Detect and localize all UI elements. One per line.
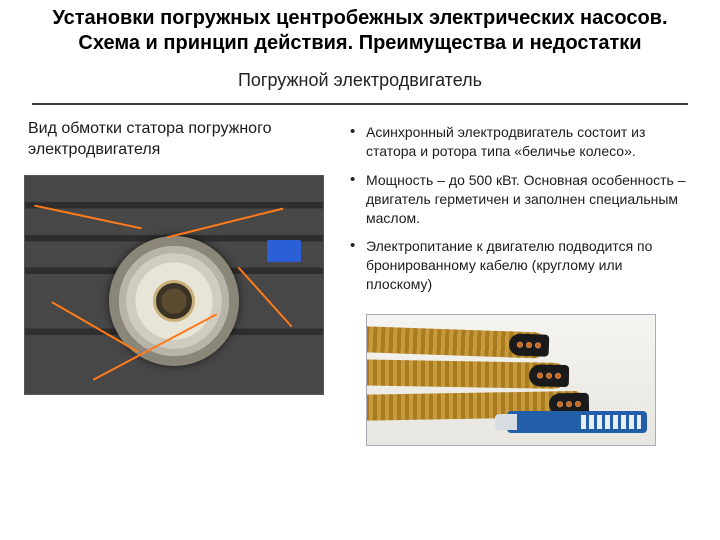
cable-lug-icon bbox=[495, 414, 517, 430]
divider bbox=[32, 103, 688, 105]
junction-box bbox=[267, 240, 301, 262]
cable-end-icon bbox=[529, 364, 569, 387]
right-column: Асинхронный электродвигатель состоит из … bbox=[346, 115, 696, 446]
stator-core bbox=[153, 280, 195, 322]
list-item: Электропитание к двигателю подводится по… bbox=[350, 233, 692, 300]
cable-end-icon bbox=[509, 333, 550, 356]
page-title: Установки погружных центробежных электри… bbox=[0, 0, 720, 64]
content-columns: Вид обмотки статора погружного электродв… bbox=[0, 115, 720, 446]
round-cable bbox=[366, 359, 567, 389]
left-column: Вид обмотки статора погружного электродв… bbox=[24, 115, 334, 446]
list-item: Мощность – до 500 кВт. Основная особенно… bbox=[350, 167, 692, 234]
round-cable bbox=[366, 325, 547, 358]
left-heading: Вид обмотки статора погружного электродв… bbox=[24, 115, 334, 175]
bullet-list: Асинхронный электродвигатель состоит из … bbox=[346, 115, 696, 310]
list-item: Асинхронный электродвигатель состоит из … bbox=[350, 119, 692, 167]
flat-cable-cores-icon bbox=[581, 415, 641, 429]
flat-cable bbox=[507, 411, 647, 433]
stator-winding-photo bbox=[24, 175, 324, 395]
section-title: Погружной электродвигатель bbox=[0, 64, 720, 99]
cable-photo bbox=[366, 314, 656, 446]
